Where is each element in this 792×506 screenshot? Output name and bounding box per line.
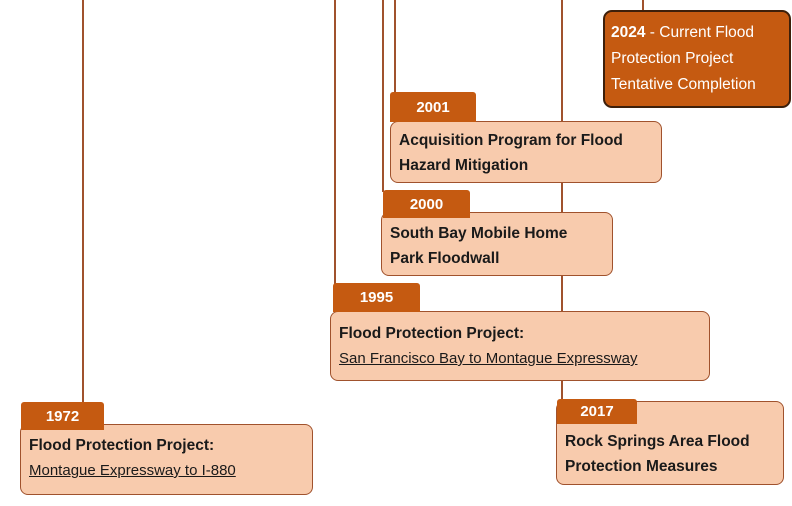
event-box: Flood Protection Project: Montague Expre… [20,424,313,495]
event-text: Flood Protection Project: [29,437,215,454]
event-text: Protection Project [611,50,734,67]
year-tab: 2001 [390,92,476,122]
year-tab: 2000 [383,190,470,218]
year-tab: 1995 [333,283,420,312]
event-box: Flood Protection Project: San Francisco … [330,311,710,381]
event-text: Rock Springs Area Flood [565,433,750,450]
event-text: Flood Protection Project: [339,325,525,342]
connector [382,0,384,192]
connector [561,0,563,402]
connector [642,0,644,12]
year: 2024 [611,24,646,41]
event-text: Park Floodwall [390,250,500,267]
connector [82,0,84,404]
event-text: - Current Flood [649,24,755,41]
event-text: Acquisition Program for Flood [399,132,623,149]
event-text: Protection Measures [565,458,718,475]
event-box: 2024 - Current Flood Protection Project … [603,10,791,108]
event-text: Hazard Mitigation [399,157,529,174]
connector [334,0,336,290]
event-box: South Bay Mobile Home Park Floodwall [381,212,613,276]
connector [394,0,396,94]
link[interactable]: Montague Expressway to I-880 [29,462,236,479]
link[interactable]: San Francisco Bay to Montague Expressway [339,350,638,367]
event-text: South Bay Mobile Home [390,225,568,242]
year-tab: 1972 [21,402,104,430]
event-box: Acquisition Program for Flood Hazard Mit… [390,121,662,183]
year-tab: 2017 [557,399,637,424]
event-text: Tentative Completion [611,76,756,93]
